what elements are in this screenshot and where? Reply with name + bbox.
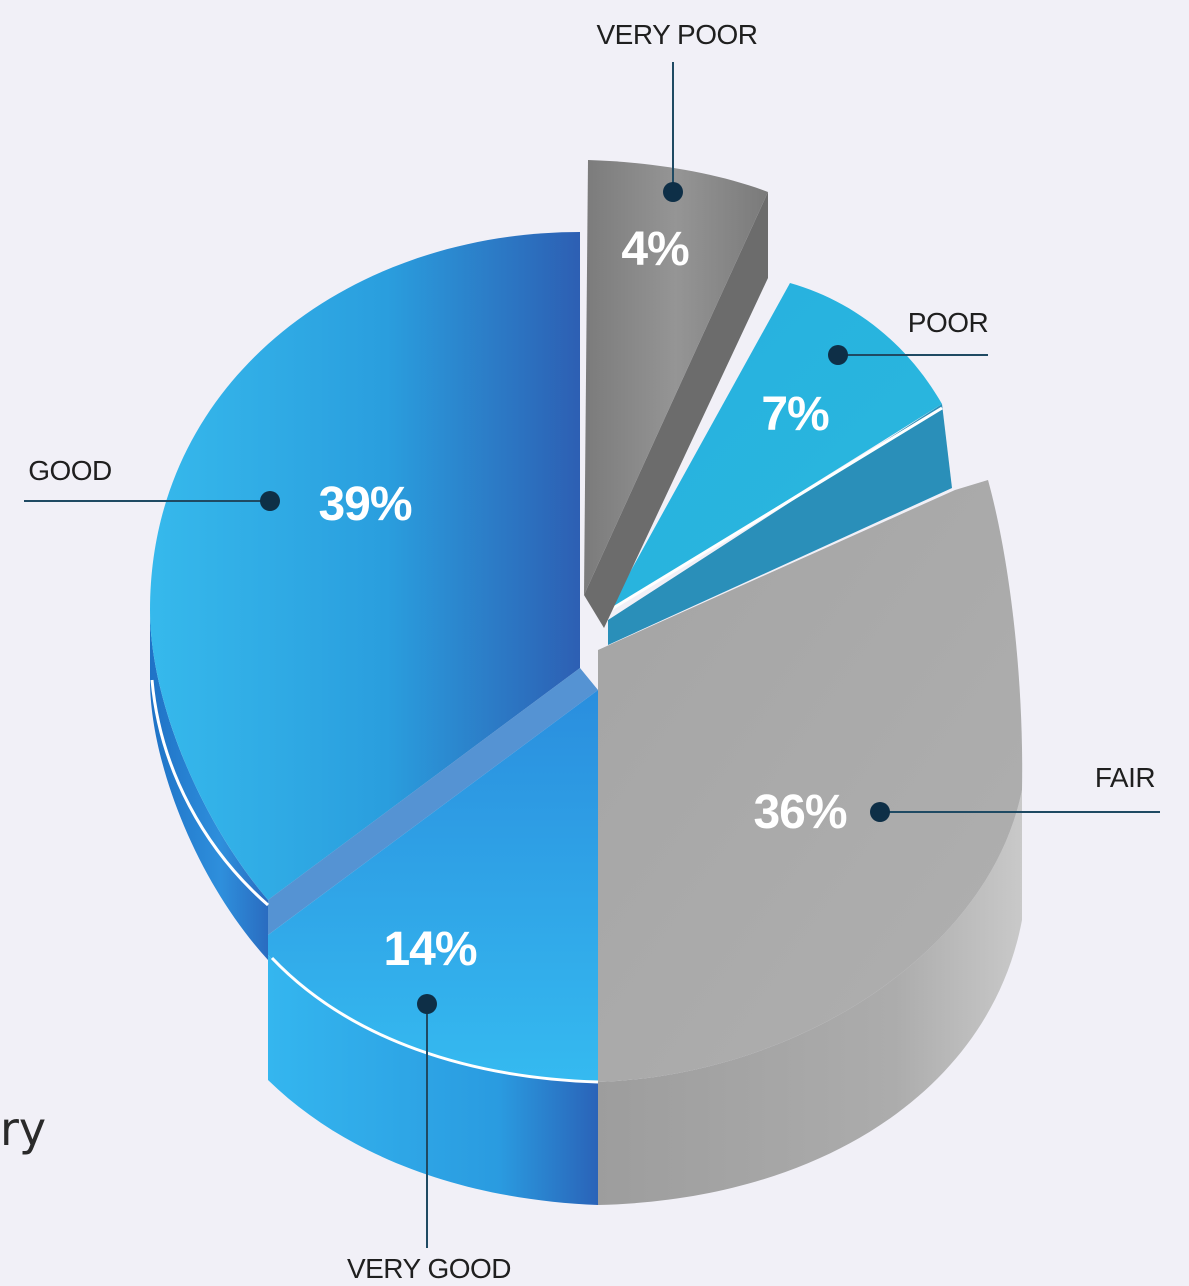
label-very-poor: VERY POOR [597, 19, 758, 50]
value-poor: 7% [761, 388, 829, 441]
label-very-good: VERY GOOD [347, 1253, 511, 1284]
slice-poor-top [608, 283, 942, 612]
slice-very-poor-side [584, 192, 768, 628]
slice-very-good-top [268, 690, 598, 1082]
value-fair: 36% [753, 786, 846, 839]
label-good: GOOD [28, 455, 112, 486]
callout-dot-fair [870, 802, 890, 822]
slice-good [150, 232, 598, 960]
slice-poor-highlight [609, 406, 943, 612]
callout-dot-very-poor [663, 182, 683, 202]
value-very-poor: 4% [621, 223, 689, 276]
cut-off-text: ry [0, 1102, 46, 1156]
slice-good-top [150, 232, 580, 900]
slice-fair-side [598, 790, 1022, 1205]
slice-very-good-highlight [270, 956, 599, 1084]
slice-very-good-side [268, 955, 598, 1205]
label-poor: POOR [908, 307, 988, 338]
callouts [24, 62, 1160, 1248]
slice-fair [598, 480, 1023, 1205]
slice-fair-top [598, 480, 1023, 1082]
callout-dots [260, 182, 890, 1014]
slice-poor-side [608, 404, 952, 645]
slice-poor [608, 283, 952, 645]
callout-dot-very-good [417, 994, 437, 1014]
value-very-good: 14% [383, 923, 476, 976]
callout-dot-good [260, 491, 280, 511]
slice-very-poor-top [584, 160, 768, 595]
slice-good-side [150, 610, 268, 960]
slice-good-highlight [150, 679, 269, 907]
slice-very-good [268, 690, 599, 1205]
label-fair: FAIR [1095, 762, 1155, 793]
slice-good-bevel [268, 668, 598, 935]
value-good: 39% [318, 478, 411, 531]
callout-dot-poor [828, 345, 848, 365]
slice-very-poor [584, 160, 768, 628]
